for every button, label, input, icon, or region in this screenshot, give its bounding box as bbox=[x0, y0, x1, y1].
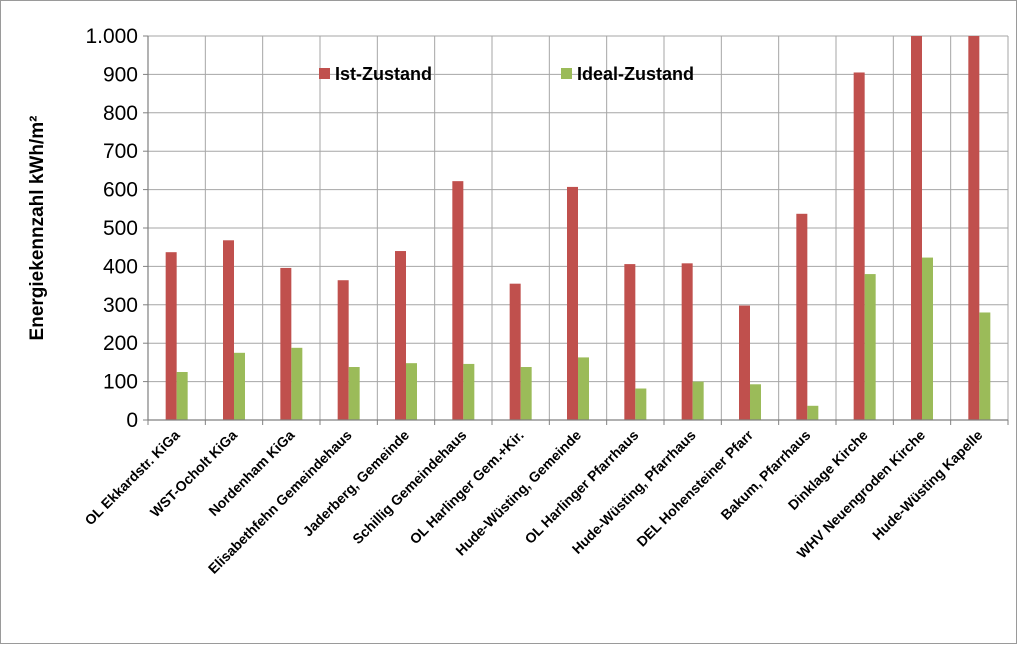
bar-ist-zustand bbox=[624, 264, 636, 420]
y-tick-labels: 0 100 200 300 400 500 600 700 800 900 1.000 bbox=[85, 25, 138, 432]
legend-label: Ideal-Zustand bbox=[577, 64, 694, 84]
y-axis-label: Energiekennzahl kWh/m² bbox=[27, 116, 48, 341]
bar-ideal-zustand bbox=[348, 367, 360, 420]
y-tick-label: 300 bbox=[103, 294, 138, 317]
bar-ideal-zustand bbox=[750, 384, 761, 420]
x-tick-label: OL Ekkardstr. KiGa bbox=[81, 427, 183, 529]
bars bbox=[165, 36, 991, 420]
bar-ideal-zustand bbox=[979, 312, 991, 420]
bar-ist-zustand bbox=[853, 72, 865, 420]
bar-ist-zustand bbox=[911, 36, 922, 420]
axes bbox=[143, 35, 1009, 425]
y-tick-label: 700 bbox=[103, 140, 138, 163]
x-tick-label: Jaderberg, Gemeinde bbox=[300, 427, 413, 540]
legend-swatch bbox=[319, 68, 330, 79]
y-tick-label: 200 bbox=[103, 332, 138, 355]
bar-ideal-zustand bbox=[463, 363, 475, 420]
x-tick-label: DEL Hohensteiner Pfarr bbox=[633, 426, 756, 549]
bar-ideal-zustand bbox=[176, 372, 188, 420]
y-tick-label: 500 bbox=[103, 217, 138, 240]
y-tick-label: 0 bbox=[126, 409, 138, 432]
bar-ideal-zustand bbox=[406, 363, 417, 420]
legend-label: Ist-Zustand bbox=[335, 64, 432, 84]
bar-ideal-zustand bbox=[864, 274, 876, 420]
y-tick-label: 400 bbox=[103, 255, 138, 278]
bar-ist-zustand bbox=[337, 280, 349, 420]
bar-ideal-zustand bbox=[520, 367, 532, 420]
bar-ist-zustand bbox=[681, 263, 693, 420]
y-tick-label: 600 bbox=[103, 179, 138, 202]
x-tick-label: Schillig Gemeindehaus bbox=[349, 427, 469, 547]
y-tick-label: 1.000 bbox=[85, 25, 138, 48]
bar-ist-zustand bbox=[165, 252, 177, 420]
bar-ist-zustand bbox=[567, 186, 578, 420]
bar-ist-zustand bbox=[395, 251, 406, 420]
y-tick-label: 900 bbox=[103, 63, 138, 86]
bar-ideal-zustand bbox=[692, 381, 704, 420]
bar-ideal-zustand bbox=[234, 352, 245, 420]
bar-ideal-zustand bbox=[635, 388, 647, 420]
bar-ideal-zustand bbox=[578, 357, 589, 420]
bar-ist-zustand bbox=[509, 283, 521, 420]
bar-ideal-zustand bbox=[922, 257, 933, 420]
bar-ideal-zustand bbox=[807, 405, 819, 420]
bar-ist-zustand bbox=[968, 36, 980, 420]
x-tick-label: OL Harlinger Gem.+Kir. bbox=[406, 427, 526, 547]
legend: Ist-Zustand Ideal-Zustand bbox=[319, 64, 694, 84]
x-tick-label: Hude-Wüsting Kapelle bbox=[869, 427, 986, 544]
bar-ideal-zustand bbox=[291, 347, 303, 420]
bar-ist-zustand bbox=[796, 213, 808, 420]
y-tick-label: 800 bbox=[103, 102, 138, 125]
bar-ist-zustand bbox=[223, 240, 234, 420]
bar-ist-zustand bbox=[452, 181, 464, 420]
bar-ist-zustand bbox=[739, 305, 750, 420]
x-tick-label: OL Harlinger Pfarrhaus bbox=[521, 427, 641, 547]
bar-ist-zustand bbox=[280, 267, 292, 420]
y-tick-label: 100 bbox=[103, 371, 138, 394]
legend-swatch bbox=[561, 68, 572, 79]
